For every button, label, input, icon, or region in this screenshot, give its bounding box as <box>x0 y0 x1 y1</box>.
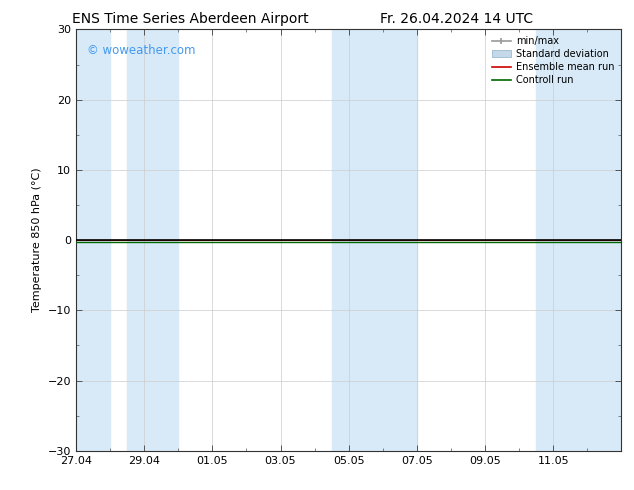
Bar <box>332 29 417 451</box>
Text: ENS Time Series Aberdeen Airport: ENS Time Series Aberdeen Airport <box>72 12 309 26</box>
Y-axis label: Temperature 850 hPa (°C): Temperature 850 hPa (°C) <box>32 168 42 313</box>
Bar <box>59 29 110 451</box>
Text: Fr. 26.04.2024 14 UTC: Fr. 26.04.2024 14 UTC <box>380 12 533 26</box>
Legend: min/max, Standard deviation, Ensemble mean run, Controll run: min/max, Standard deviation, Ensemble me… <box>488 32 618 89</box>
Bar <box>127 29 178 451</box>
Bar <box>536 29 634 451</box>
Text: © woweather.com: © woweather.com <box>87 44 195 57</box>
